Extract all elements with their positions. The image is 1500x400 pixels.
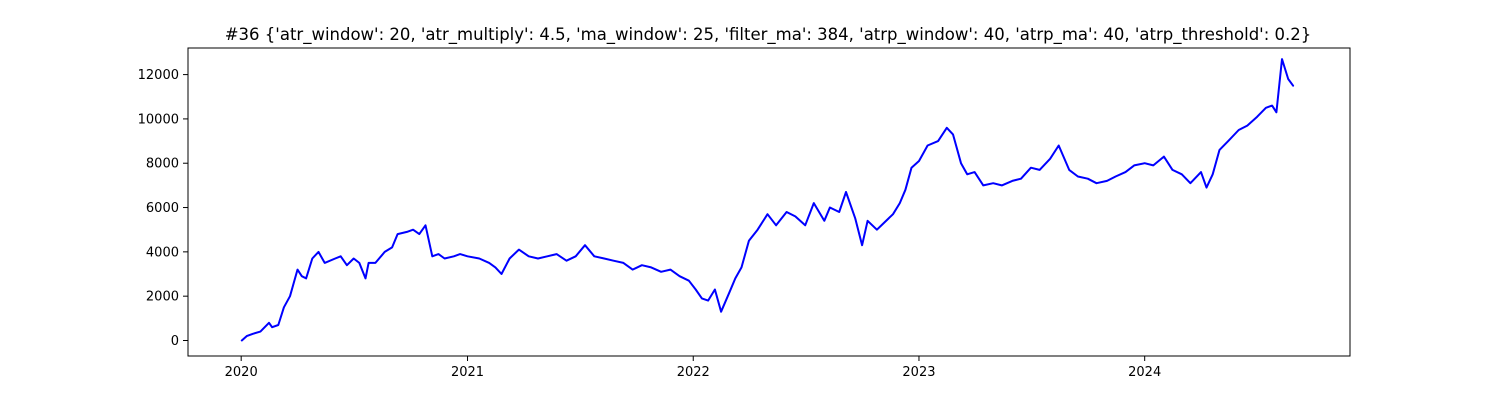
x-axis-ticks: 2020 2021 2022 2023 2024 [225,356,1161,380]
y-tick-label: 10000 [138,112,179,127]
y-tick-label: 2000 [146,290,179,305]
chart-title: #36 {'atr_window': 20, 'atr_multiply': 4… [225,25,1312,45]
y-tick-label: 0 [171,334,179,349]
y-tick-label: 4000 [146,245,179,260]
x-tick-label: 2021 [451,365,484,380]
x-tick-label: 2020 [225,365,258,380]
y-axis-ticks: 0 2000 4000 6000 8000 10000 12000 [138,68,188,349]
x-tick-label: 2022 [677,365,710,380]
y-tick-label: 6000 [146,201,179,216]
x-tick-label: 2023 [902,365,935,380]
series-line-0 [240,58,1295,342]
y-tick-label: 8000 [146,157,179,172]
x-tick-label: 2024 [1128,365,1161,380]
series-layer [240,58,1295,342]
y-tick-label: 12000 [138,68,179,83]
plot-area-frame [187,47,1351,357]
